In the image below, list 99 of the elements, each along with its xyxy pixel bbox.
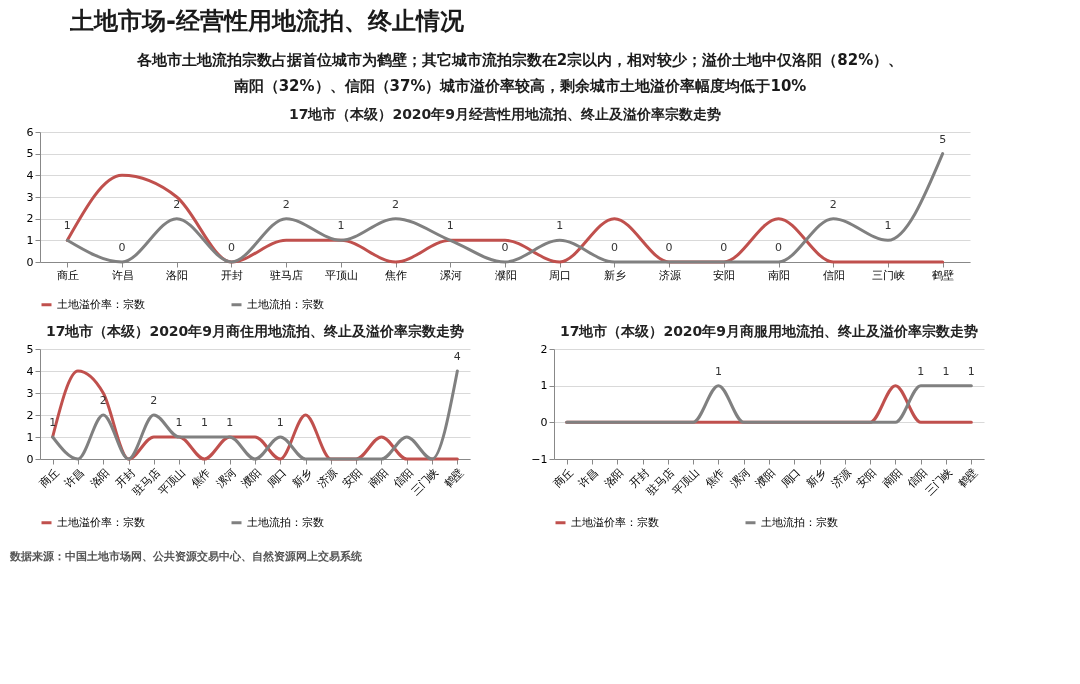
x-tick-label: 许昌 xyxy=(111,268,134,282)
x-tick-label: 平顶山 xyxy=(324,268,358,282)
data-label: 2 xyxy=(173,197,181,211)
legend-label: 土地流拍：宗数 xyxy=(761,515,838,529)
data-label: 1 xyxy=(714,364,722,378)
x-tick-label: 周口 xyxy=(778,465,804,491)
x-tick-label: 周口 xyxy=(549,268,572,282)
x-tick-label: 商丘 xyxy=(56,268,79,282)
x-tick-label: 洛阳 xyxy=(601,465,627,491)
x-tick-label: 南阳 xyxy=(365,465,391,491)
x-tick-label: 济源 xyxy=(315,465,340,491)
y-tick-label: 3 xyxy=(26,386,34,400)
x-tick-label: 新乡 xyxy=(603,268,626,282)
chart-title: 17地市（本级）2020年9月商住用地流拍、终止及溢价率宗数走势 xyxy=(45,323,465,339)
data-label: 1 xyxy=(337,219,345,233)
x-tick-label: 南阳 xyxy=(768,268,791,282)
x-tick-label: 濮阳 xyxy=(494,268,517,282)
x-tick-label: 安阳 xyxy=(713,268,736,282)
chart-title: 17地市（本级）2020年9月商服用地流拍、终止及溢价率宗数走势 xyxy=(559,323,979,339)
x-tick-label: 商丘 xyxy=(36,465,62,491)
y-tick-label: 1 xyxy=(26,233,34,247)
x-tick-label: 鹤壁 xyxy=(441,465,467,491)
y-tick-label: 1 xyxy=(540,379,548,393)
legend-label: 土地溢价率：宗数 xyxy=(57,515,145,529)
x-tick-label: 许昌 xyxy=(62,465,87,491)
x-tick-label: 焦作 xyxy=(385,268,408,282)
x-tick-label: 濮阳 xyxy=(753,465,778,491)
x-tick-label: 周口 xyxy=(264,465,290,491)
data-label: 2 xyxy=(392,197,400,211)
data-label: 4 xyxy=(453,350,461,363)
x-tick-label: 安阳 xyxy=(340,465,366,491)
x-tick-label: 信阳 xyxy=(822,268,845,282)
source-note: 数据来源：中国土地市场网、公共资源交易中心、自然资源网上交易系统 xyxy=(9,550,363,563)
data-label: 5 xyxy=(939,132,947,146)
y-tick-label: 5 xyxy=(26,342,34,356)
data-label: 1 xyxy=(226,416,234,429)
data-label: 1 xyxy=(446,219,454,233)
legend-label: 土地流拍：宗数 xyxy=(247,297,324,311)
x-tick-label: 三门峡 xyxy=(871,268,905,282)
data-label: 0 xyxy=(227,241,235,254)
x-tick-label: 开封 xyxy=(220,268,243,282)
x-tick-label: 焦作 xyxy=(702,465,728,491)
y-tick-label: 0 xyxy=(540,415,548,429)
x-tick-label: 洛阳 xyxy=(87,465,113,491)
data-label: 2 xyxy=(829,197,837,211)
x-tick-label: 安阳 xyxy=(854,465,880,491)
data-label: 2 xyxy=(282,197,290,211)
x-tick-label: 济源 xyxy=(829,465,854,491)
y-tick-label: 2 xyxy=(26,408,34,422)
data-label: 1 xyxy=(276,416,284,429)
data-label: 2 xyxy=(99,394,107,407)
text: 土地市场-经营性用地流拍、终止情况 xyxy=(69,7,465,35)
y-tick-label: 0 xyxy=(26,255,34,269)
y-tick-label: 3 xyxy=(26,190,34,204)
y-tick-label: 6 xyxy=(26,125,34,139)
y-tick-label: −1 xyxy=(531,452,548,466)
legend-label: 土地溢价率：宗数 xyxy=(57,297,145,311)
y-tick-label: 2 xyxy=(540,342,548,356)
y-tick-label: 2 xyxy=(26,212,34,226)
data-label: 0 xyxy=(501,241,509,254)
data-label: 0 xyxy=(118,241,126,254)
y-tick-label: 4 xyxy=(26,364,34,378)
x-tick-label: 鹤壁 xyxy=(932,268,955,282)
data-label: 0 xyxy=(775,241,783,254)
text: 各地市土地流拍宗数占据首位城市为鹤壁；其它城市流拍宗数在2宗以内，相对较少；溢价土地中仅洛阳（82%）、南阳（32%）、信阳（37%）城市溢价率较高，剩余城市土地溢价率幅度均低于10% xyxy=(135,51,904,95)
legend-label: 土地流拍：宗数 xyxy=(247,515,324,529)
x-tick-label: 许昌 xyxy=(576,465,601,491)
data-label: 1 xyxy=(556,219,564,233)
data-label: 1 xyxy=(942,364,950,378)
x-tick-label: 新乡 xyxy=(803,465,829,491)
data-label: 1 xyxy=(967,364,975,378)
chart-title: 17地市（本级）2020年9月经营性用地流拍、终止及溢价率宗数走势 xyxy=(288,106,722,122)
data-label: 1 xyxy=(200,416,208,429)
data-label: 2 xyxy=(150,394,158,407)
x-tick-label: 漯河 xyxy=(439,268,462,282)
data-label: 1 xyxy=(63,219,71,233)
x-tick-label: 漯河 xyxy=(727,465,753,491)
x-tick-label: 南阳 xyxy=(879,465,905,491)
x-tick-label: 鹤壁 xyxy=(955,465,981,491)
y-tick-label: 0 xyxy=(26,452,34,466)
x-tick-label: 濮阳 xyxy=(239,465,264,491)
data-label: 0 xyxy=(610,241,618,254)
y-tick-label: 4 xyxy=(26,168,34,182)
data-label: 1 xyxy=(175,416,183,429)
data-label: 0 xyxy=(720,241,728,254)
data-label: 0 xyxy=(665,241,673,254)
data-label: 1 xyxy=(917,364,925,378)
legend-label: 土地溢价率：宗数 xyxy=(571,515,659,529)
x-tick-label: 驻马店 xyxy=(270,268,304,282)
y-tick-label: 5 xyxy=(26,147,34,161)
x-tick-label: 新乡 xyxy=(289,465,315,491)
x-tick-label: 商丘 xyxy=(550,465,576,491)
x-tick-label: 漯河 xyxy=(213,465,239,491)
x-tick-label: 济源 xyxy=(658,268,681,282)
x-tick-label: 洛阳 xyxy=(166,268,189,282)
x-tick-label: 焦作 xyxy=(188,465,214,491)
y-tick-label: 1 xyxy=(26,430,34,444)
data-label: 1 xyxy=(49,416,57,429)
data-label: 1 xyxy=(884,219,892,233)
